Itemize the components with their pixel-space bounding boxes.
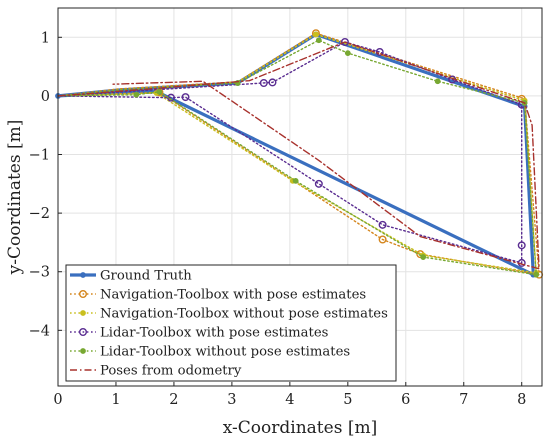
legend-entry: Navigation-Toolbox without pose estimate… [70,307,388,322]
series-point [292,177,299,184]
tick-labels: 0 1 2 3 4 5 6 7 8 1 0 −1 −2 −3 −4 [29,30,527,408]
series-point [259,79,268,88]
legend-label: Navigation-Toolbox without pose estimate… [100,307,388,322]
series-point [378,235,387,244]
series-point [268,78,277,87]
legend: Ground Truth Navigation-Toolbox with pose… [65,264,397,382]
legend-box [65,264,397,382]
legend-label: Lidar-Toolbox without pose estimates [100,345,350,360]
legend-marker [78,328,87,337]
plot-frame [57,7,543,387]
legend-label: Navigation-Toolbox with pose estimates [100,288,366,303]
y-tick-label: 0 [41,89,50,105]
series-point [420,254,427,260]
series-point [315,37,322,44]
series-point [133,91,140,98]
series-point [517,241,526,250]
x-tick-label: 0 [53,392,62,408]
legend-marker [80,310,86,316]
legend-entry: Lidar-Toolbox without pose estimates [70,345,350,360]
legend-marker [80,348,86,354]
series-point [340,37,349,46]
y-tick-label: −2 [29,206,50,222]
legend-label: Poses from odometry [100,364,242,379]
y-tick-label: −4 [29,323,50,339]
series-point [378,220,387,229]
legend-entry: Poses from odometry [70,364,242,379]
series-line [57,32,540,276]
series-point [533,271,540,278]
y-tick-label: −3 [29,265,50,281]
legend-marker [80,272,86,278]
series-point [375,47,384,56]
y-tick-label: −1 [29,148,50,164]
x-tick-label: 7 [459,392,468,408]
series-point [344,50,351,57]
y-tick-label: 1 [41,30,50,46]
legend-marker [78,290,87,299]
x-tick-label: 6 [401,392,410,408]
x-tick-label: 4 [285,392,294,408]
series-point [313,31,319,38]
legend-label: Ground Truth [100,269,192,284]
series-5 [57,41,540,270]
x-tick-label: 8 [517,392,526,408]
series-point [156,88,163,95]
legend-entry: Lidar-Toolbox with pose estimates [70,326,329,341]
y-axis-label: y-Coordinates [m] [5,120,25,276]
series-point [181,93,190,102]
x-axis-label: x-Coordinates [m] [223,418,377,438]
series-point [434,78,441,85]
legend-entry: Ground Truth [70,269,192,284]
series-line [57,41,540,270]
series-layer [55,29,544,279]
legend-label: Lidar-Toolbox with pose estimates [100,326,329,341]
x-tick-label: 3 [227,392,236,408]
series-point [314,179,323,188]
x-tick-label: 5 [343,392,352,408]
legend-entry: Navigation-Toolbox with pose estimates [70,288,366,303]
x-tick-label: 1 [111,392,120,408]
x-tick-label: 2 [169,392,178,408]
